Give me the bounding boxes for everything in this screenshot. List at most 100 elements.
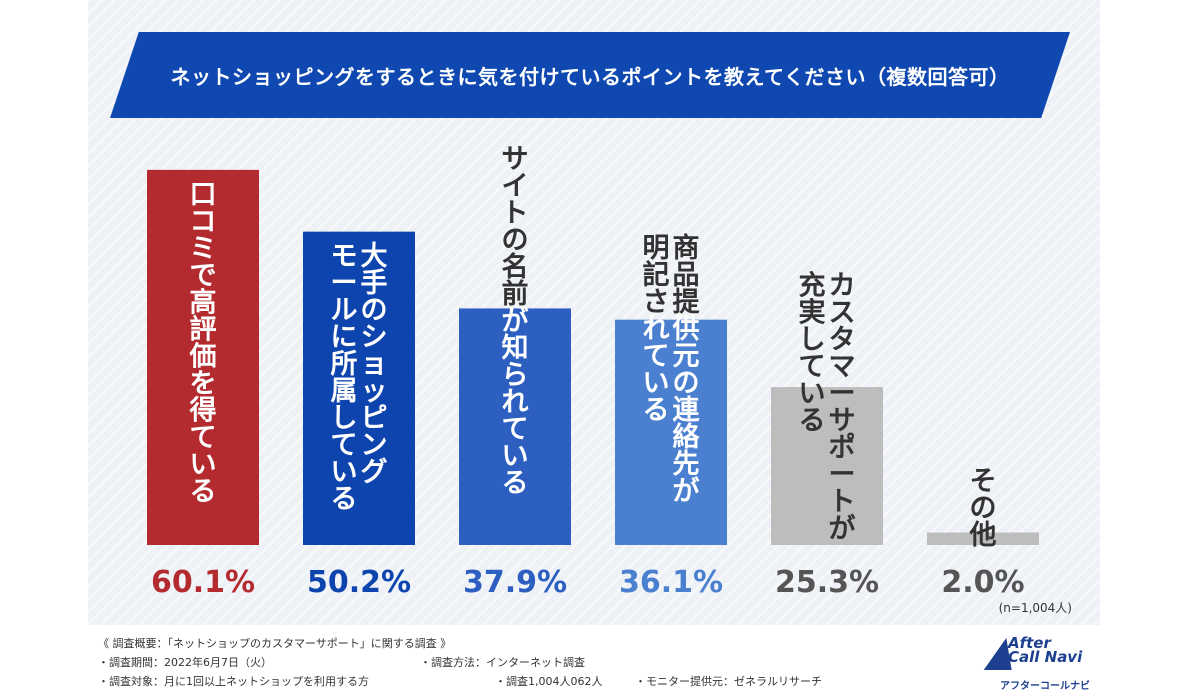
bar-5 [771,387,883,545]
category-label-char: ン [361,430,388,461]
category-label-char: る [799,406,826,437]
category-label-char: て [190,422,217,453]
category-label-char: ー [331,268,358,299]
category-label-char: そ [970,466,997,497]
category-label-char: し [799,325,826,356]
sample-size-note: (n=1,004人) [999,601,1072,615]
category-label-char: 前 [502,278,529,310]
category-label-char: ー [829,379,856,410]
category-label-char: て [331,430,358,461]
survey-footer: 《 調査概要：「ネットショップのカスタマーサポート」に関する調査 》 ・調査期間… [0,627,1200,699]
category-label-char: ル [331,295,358,326]
value-label-1: 60.1% [151,565,255,600]
category-label-char: ポ [829,433,856,464]
category-label-char: の [502,225,529,256]
footer-monitor: ・モニター提供元：ゼネラルリサーチ [635,675,822,688]
category-label-char: る [331,484,358,515]
category-label-char: シ [361,322,388,353]
category-label-char: サ [502,144,529,175]
category-label-char: タ [829,325,856,356]
bar-6 [927,532,1039,545]
category-label-char: ト [502,198,529,229]
bar-4 [615,319,727,545]
category-label-char: ッ [361,376,388,407]
category-label-char: 明 [643,233,670,264]
category-label-char: 品 [673,260,700,291]
category-label-char: の [361,295,388,326]
category-label-char: モ [331,241,358,272]
chart-title: ネットショッピングをするときに気を付けているポイントを教えてください（複数回答可… [170,64,1010,89]
category-label-char: い [502,441,529,472]
category-label-char: い [331,457,358,488]
category-label-char: 手 [361,268,388,299]
category-label-char: サ [829,406,856,437]
category-label-char: ョ [361,349,388,380]
category-label-char: い [643,368,670,399]
category-label-char: ス [829,298,856,329]
logo-main-text: After Call Navi [1008,634,1083,666]
value-label-3: 37.9% [463,565,567,600]
category-label-char: 商 [673,233,700,264]
value-label-5: 25.3% [775,565,879,600]
category-label-char: て [502,414,529,445]
category-label-char: ト [829,487,856,518]
category-label-char: に [331,322,358,353]
category-label-char: 大 [361,241,388,272]
value-label-4: 36.1% [619,565,723,600]
footer-summary: 《 調査概要：「ネットショップのカスタマーサポート」に関する調査 》 [98,637,452,650]
category-label-char: ピ [361,403,388,434]
footer-count: ・調査1,004人062人 [495,675,603,688]
category-label-char: イ [502,171,529,202]
footer-period: ・調査期間：2022年6月7日（火） [98,656,272,669]
category-label-char: 知 [502,333,529,364]
category-label-char: て [643,341,670,372]
category-label-char: い [799,379,826,410]
bar-1 [147,169,259,545]
footer-target: ・調査対象：月に1回以上ネットショップを利用する方 [98,675,369,688]
category-label-char: 先 [673,449,700,480]
category-label-char: が [502,305,529,337]
category-label-char: カ [829,271,856,302]
category-label-char: 実 [799,297,826,329]
category-label-char: 元 [673,341,700,372]
category-label-char: が [673,475,700,507]
category-label-char: コ [190,206,217,237]
category-label-char: の [673,368,700,399]
category-label-char: れ [643,314,670,345]
category-label-char: ー [829,460,856,491]
footer-method: ・調査方法：インターネット調査 [420,656,585,669]
category-label-char: ミ [190,233,217,264]
category-label-char: れ [502,387,529,418]
category-label-char: グ [361,456,388,488]
category-label-char: 価 [189,341,217,372]
category-label-char: る [502,468,529,499]
category-label-char: の [970,493,997,524]
category-label-char: 口 [190,179,217,210]
bar-chart: 口コミで高評価を得ている60.1%大手のショッピングモールに所属している50.2… [147,144,1072,615]
category-label-char: 供 [672,314,700,345]
after-call-navi-logo: After Call Navi アフターコールナビ [983,632,1100,694]
category-label-char: る [190,476,217,507]
value-label-6: 2.0% [941,565,1024,600]
category-label-char: 属 [331,376,358,407]
category-label-char: 評 [190,313,217,345]
category-label-char: 記 [643,259,670,291]
category-label-char: を [190,368,217,399]
category-label-char: 絡 [673,421,701,453]
category-label-char: い [190,449,217,480]
category-label-char: 提 [673,287,701,318]
category-label-char: 他 [969,520,997,551]
category-label-char: 充 [799,270,826,302]
category-label-char: ら [502,360,529,391]
category-label-char: 高 [190,286,217,318]
logo-sub-text: アフターコールナビ [1000,681,1090,692]
category-label-char: 得 [189,395,217,426]
category-label-char: が [829,513,856,545]
bar-2 [303,231,415,545]
category-label-char: 所 [331,349,358,380]
category-label-char: で [190,260,217,291]
bar-3 [459,308,571,545]
chart-title-banner: ネットショッピングをするときに気を付けているポイントを教えてください（複数回答可… [110,32,1070,118]
category-label-char: て [799,352,826,383]
category-label-char: 名 [502,251,529,283]
